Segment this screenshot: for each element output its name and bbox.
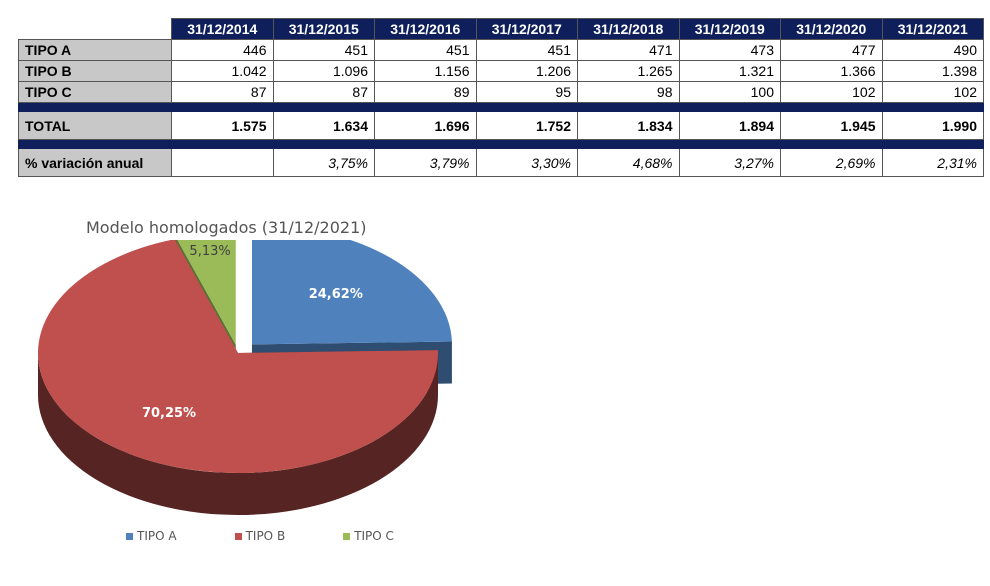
table-cell bbox=[171, 148, 274, 177]
table-cell: 1.634 bbox=[272, 111, 375, 140]
legend-swatch bbox=[234, 532, 242, 540]
table-cell: 451 bbox=[475, 39, 578, 61]
table-cell: 1.265 bbox=[577, 60, 680, 82]
table-cell: 1.945 bbox=[780, 111, 883, 140]
table-cell: 477 bbox=[780, 39, 883, 61]
table-cell: 87 bbox=[272, 81, 375, 103]
column-header: 31/12/2015 bbox=[272, 18, 375, 40]
table-cell: 3,27% bbox=[678, 148, 781, 177]
table-cell: 1.696 bbox=[374, 111, 477, 140]
table-row: TIPO B 1.042 1.096 1.156 1.206 1.265 1.321 1.36… bbox=[18, 60, 984, 82]
pie-data-label: 5,13% bbox=[189, 244, 230, 259]
row-label: TOTAL bbox=[18, 111, 172, 140]
legend-swatch bbox=[126, 532, 133, 540]
table-cell: 100 bbox=[678, 81, 781, 103]
column-header: 31/12/2018 bbox=[577, 18, 680, 40]
variation-row: % variación anual 3,75% 3,79% 3,30% 4,68% 3,2… bbox=[18, 148, 984, 177]
pie-slice-tipo-c bbox=[177, 240, 236, 345]
table-cell: 1.834 bbox=[577, 111, 680, 140]
table-cell: 3,30% bbox=[475, 148, 578, 177]
row-label: % variación anual bbox=[18, 148, 172, 177]
separator-bar bbox=[18, 102, 984, 112]
row-label: TIPO B bbox=[18, 60, 172, 82]
column-header: 31/12/2017 bbox=[475, 18, 578, 40]
chart-legend: TIPO A TIPO B TIPO C bbox=[126, 529, 452, 543]
table-cell: 3,79% bbox=[374, 148, 477, 177]
row-label: TIPO C bbox=[18, 81, 172, 103]
header-corner bbox=[18, 18, 172, 40]
table-cell: 1.990 bbox=[881, 111, 984, 140]
legend-item: TIPO B bbox=[234, 529, 286, 543]
legend-item: TIPO C bbox=[343, 529, 394, 543]
table-cell: 102 bbox=[780, 81, 883, 103]
table-cell: 1.575 bbox=[171, 111, 274, 140]
column-header: 31/12/2020 bbox=[780, 18, 883, 40]
pie-labels: 24,62% 70,25% 5,13% bbox=[142, 244, 363, 421]
table-cell: 1.321 bbox=[678, 60, 781, 82]
table-cell: 95 bbox=[475, 81, 578, 103]
pie-data-label: 24,62% bbox=[309, 287, 363, 302]
table-cell: 490 bbox=[881, 39, 984, 61]
table-cell: 451 bbox=[374, 39, 477, 61]
table-cell: 89 bbox=[374, 81, 477, 103]
legend-label: TIPO A bbox=[137, 529, 177, 543]
chart-title: Modelo homologados (31/12/2021) bbox=[86, 218, 367, 237]
separator-row bbox=[18, 102, 984, 112]
separator-row bbox=[18, 139, 984, 149]
table-cell: 446 bbox=[171, 39, 274, 61]
table-cell: 87 bbox=[171, 81, 274, 103]
pie-data-label: 70,25% bbox=[142, 406, 196, 421]
table-row: TIPO A 446 451 451 451 471 473 477 490 bbox=[18, 39, 984, 61]
column-header: 31/12/2014 bbox=[171, 18, 274, 40]
row-label: TIPO A bbox=[18, 39, 172, 61]
legend-label: TIPO B bbox=[245, 529, 286, 543]
legend-label: TIPO C bbox=[354, 529, 394, 543]
column-header: 31/12/2021 bbox=[881, 18, 984, 40]
table-cell: 1.206 bbox=[475, 60, 578, 82]
table-row: TIPO C 87 87 89 95 98 100 102 102 bbox=[18, 81, 984, 103]
pie-tops bbox=[38, 240, 452, 473]
column-header: 31/12/2019 bbox=[678, 18, 781, 40]
pie-chart: 24,62% 70,25% 5,13% bbox=[38, 240, 452, 515]
column-header: 31/12/2016 bbox=[374, 18, 477, 40]
separator-bar bbox=[18, 139, 984, 149]
pie-slice-tipo-b bbox=[38, 240, 438, 473]
table-cell: 2,31% bbox=[881, 148, 984, 177]
table-cell: 1.398 bbox=[881, 60, 984, 82]
pie-slice-side bbox=[38, 353, 438, 515]
legend-swatch bbox=[343, 532, 351, 540]
table-cell: 1.894 bbox=[678, 111, 781, 140]
table-cell: 451 bbox=[272, 39, 375, 61]
table-cell: 1.042 bbox=[171, 60, 274, 82]
table-cell: 1.096 bbox=[272, 60, 375, 82]
table-cell: 1.156 bbox=[374, 60, 477, 82]
table-cell: 473 bbox=[678, 39, 781, 61]
table-cell: 98 bbox=[577, 81, 680, 103]
header-row: 31/12/2014 31/12/2015 31/12/2016 31/12/2017… bbox=[18, 18, 984, 40]
table-cell: 2,69% bbox=[780, 148, 883, 177]
table-cell: 1.752 bbox=[475, 111, 578, 140]
table-cell: 4,68% bbox=[577, 148, 680, 177]
pie-slice-tipo-a bbox=[251, 240, 452, 345]
table-cell: 3,75% bbox=[272, 148, 375, 177]
table-cell: 471 bbox=[577, 39, 680, 61]
data-table: 31/12/2014 31/12/2015 31/12/2016 31/12/2017… bbox=[18, 18, 984, 177]
table-cell: 1.366 bbox=[780, 60, 883, 82]
total-row: TOTAL 1.575 1.634 1.696 1.752 1.834 1.894 1.945… bbox=[18, 111, 984, 140]
table-cell: 102 bbox=[881, 81, 984, 103]
legend-item: TIPO A bbox=[126, 529, 177, 543]
